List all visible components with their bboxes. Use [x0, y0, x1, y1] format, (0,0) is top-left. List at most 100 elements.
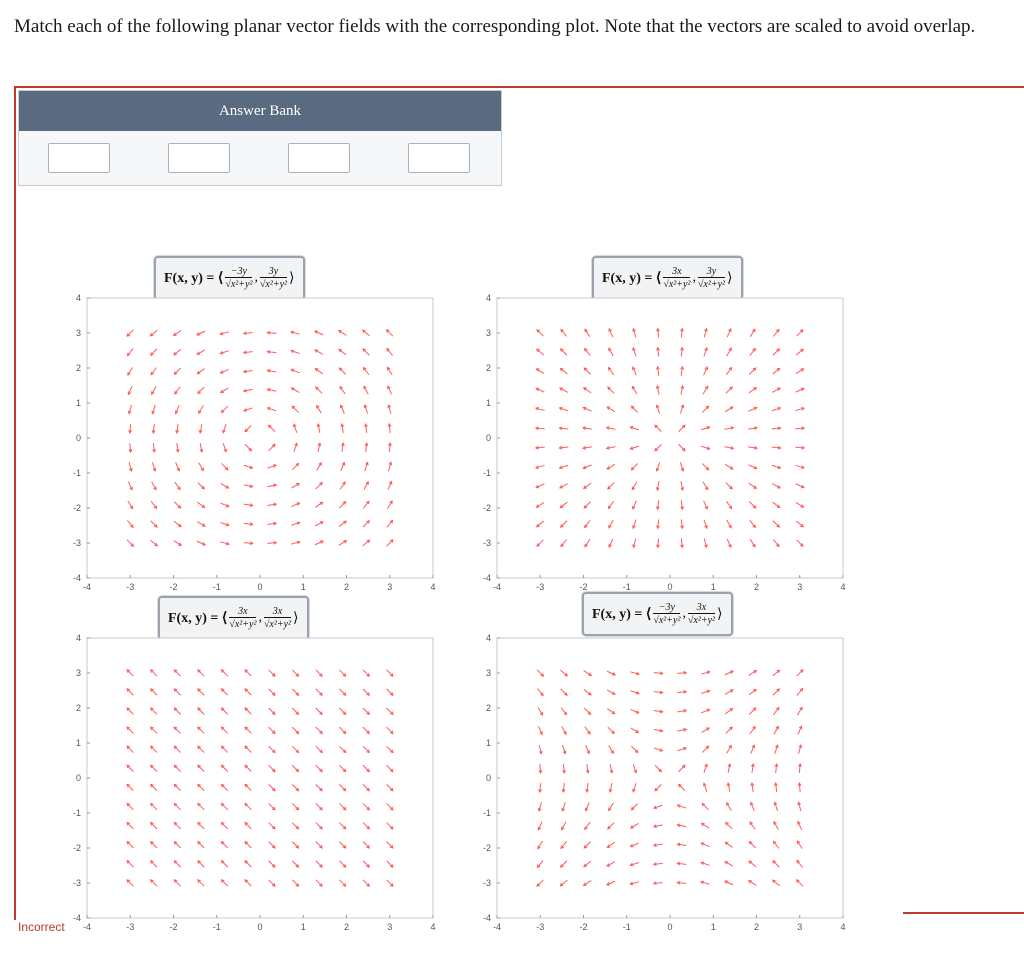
field-arrow: [771, 879, 780, 887]
answer-bank-slot-3[interactable]: [288, 143, 350, 173]
field-arrow: [362, 539, 371, 547]
answer-bank-slot-1[interactable]: [48, 143, 110, 173]
field-arrow: [584, 538, 591, 548]
field-arrow: [583, 860, 592, 868]
field-arrow: [339, 688, 347, 697]
field-arrow: [220, 405, 229, 414]
field-arrow: [386, 745, 394, 754]
field-arrow: [700, 426, 711, 431]
field-arrow: [772, 367, 781, 375]
field-arrow: [220, 726, 229, 734]
x-tick-label: 1: [711, 922, 716, 932]
field-arrow: [339, 385, 346, 395]
formula-q-denominator: √x²+y²: [263, 617, 292, 630]
formula-box-2[interactable]: F(x, y) = ⟨ 3x √x²+y², 3y √x²+y² ⟩: [592, 256, 743, 300]
y-tick-label: 3: [486, 668, 491, 678]
field-arrow: [386, 519, 394, 528]
field-arrow: [632, 346, 637, 357]
field-arrow: [173, 821, 181, 830]
field-arrow: [387, 385, 393, 395]
field-arrow: [173, 540, 183, 546]
field-arrow: [173, 707, 181, 715]
field-arrow: [560, 539, 568, 548]
field-arrow: [291, 803, 300, 811]
field-arrow: [630, 690, 640, 695]
field-arrow: [363, 404, 369, 414]
field-arrow: [197, 764, 205, 772]
field-arrow: [267, 483, 278, 488]
field-arrow: [220, 821, 229, 830]
field-arrow: [173, 367, 181, 376]
y-tick-label: 2: [486, 363, 491, 373]
field-arrow: [774, 782, 778, 793]
x-tick-label: 0: [667, 582, 672, 592]
field-arrow: [339, 669, 347, 677]
field-arrow: [266, 349, 277, 354]
status-incorrect: Incorrect: [18, 920, 65, 934]
field-arrow: [653, 690, 664, 695]
field-arrow: [701, 463, 710, 471]
field-arrow: [534, 464, 545, 470]
field-arrow: [652, 804, 663, 810]
field-arrow: [221, 463, 229, 471]
field-arrow: [220, 502, 230, 508]
formula-box-4[interactable]: F(x, y) = ⟨ −3y √x²+y², 3x √x²+y² ⟩: [582, 592, 733, 636]
field-arrow: [173, 501, 182, 509]
answer-bank-slot-4[interactable]: [408, 143, 470, 173]
field-arrow: [535, 483, 545, 489]
y-tick-label: -4: [73, 573, 81, 583]
field-arrow: [584, 347, 591, 356]
field-arrow: [772, 348, 781, 356]
field-arrow: [606, 406, 616, 413]
y-tick-label: -1: [483, 468, 491, 478]
field-arrow: [126, 707, 134, 715]
field-arrow: [795, 501, 805, 508]
y-tick-label: 2: [76, 703, 81, 713]
y-tick-label: 1: [76, 398, 81, 408]
field-arrow: [244, 707, 252, 715]
formula-p-denominator: √x²+y²: [229, 617, 257, 630]
field-arrow: [583, 501, 591, 509]
field-arrow: [703, 538, 708, 549]
plot-1: -4 -3 -2 -1 0 1 2 3 4 4 3 2 1 0 -1 -2 -3 -4: [73, 293, 436, 592]
field-arrow: [725, 707, 734, 715]
field-arrow: [220, 859, 229, 868]
x-tick-label: -2: [169, 922, 177, 932]
field-arrow: [197, 783, 205, 792]
y-tick-label: -1: [73, 808, 81, 818]
field-arrow: [173, 859, 181, 868]
field-arrow: [220, 745, 229, 753]
field-arrow: [363, 385, 369, 395]
field-arrow: [149, 879, 158, 887]
field-arrow: [290, 387, 300, 394]
formula-box-1[interactable]: F(x, y) = ⟨ −3y √x²+y², 3y √x²+y² ⟩: [154, 256, 305, 300]
y-tick-label: -4: [483, 913, 491, 923]
field-arrow: [725, 482, 733, 490]
answer-bank-slot-2[interactable]: [168, 143, 230, 173]
field-arrow: [387, 404, 392, 414]
field-arrow: [266, 388, 277, 392]
field-arrow: [795, 483, 805, 489]
answer-bank-title: Answer Bank: [19, 91, 501, 131]
field-arrow: [197, 879, 205, 887]
x-tick-label: 3: [387, 582, 392, 592]
field-arrow: [149, 859, 158, 868]
field-arrow: [150, 539, 159, 547]
formula-p-denominator: √x²+y²: [225, 277, 253, 290]
field-arrow: [584, 726, 591, 735]
field-arrow: [701, 727, 711, 734]
formula-box-3[interactable]: F(x, y) = ⟨ 3x √x²+y², 3x √x²+y² ⟩: [158, 596, 309, 640]
field-arrow: [244, 879, 252, 887]
field-arrow: [220, 840, 229, 849]
field-arrow: [629, 862, 640, 867]
field-arrow: [362, 726, 371, 735]
field-arrow: [363, 480, 369, 490]
field-arrow: [317, 442, 322, 453]
field-arrow: [749, 367, 757, 375]
y-tick-label: -4: [73, 913, 81, 923]
field-arrow: [386, 539, 394, 547]
field-arrow: [702, 782, 708, 792]
field-arrow: [558, 464, 569, 470]
field-arrow: [220, 764, 229, 772]
field-arrow: [680, 481, 685, 492]
